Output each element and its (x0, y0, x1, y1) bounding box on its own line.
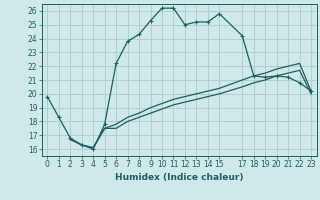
X-axis label: Humidex (Indice chaleur): Humidex (Indice chaleur) (115, 173, 244, 182)
